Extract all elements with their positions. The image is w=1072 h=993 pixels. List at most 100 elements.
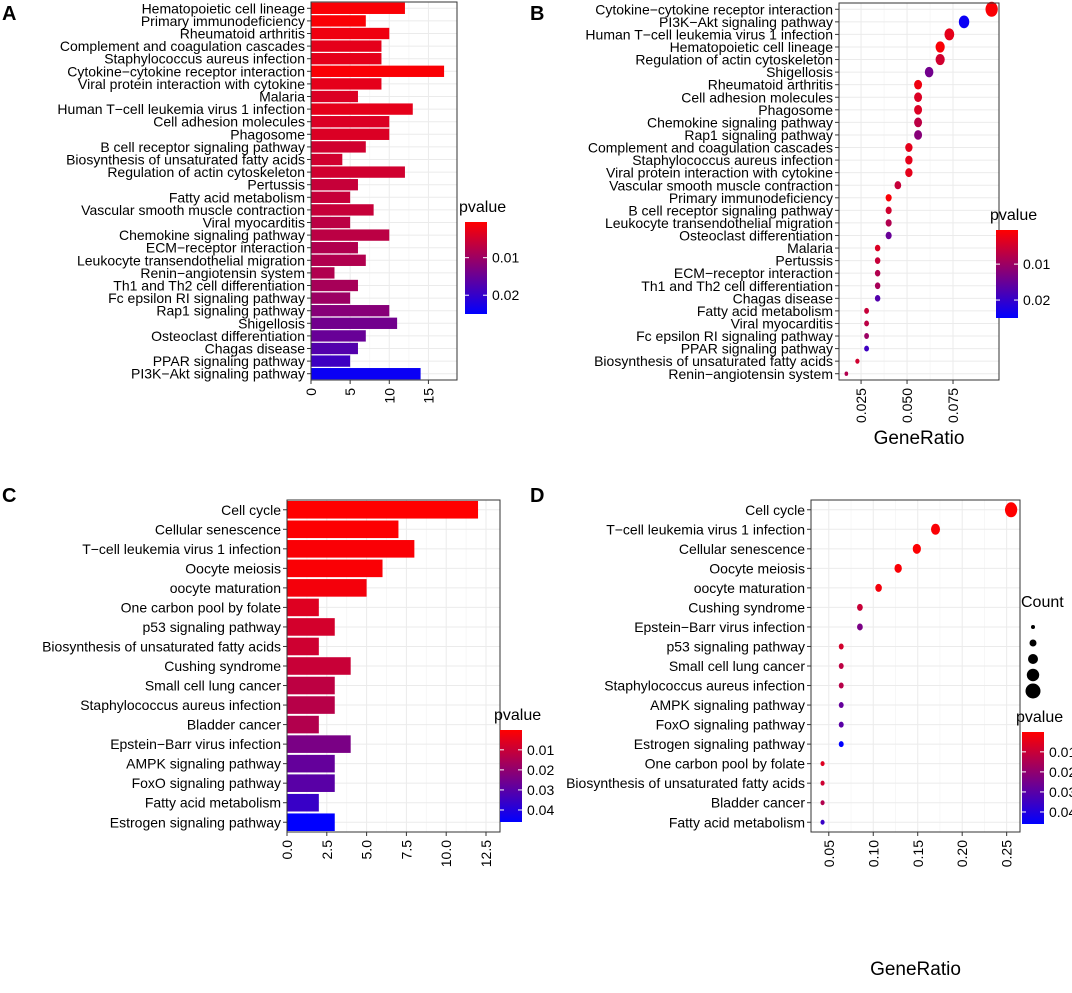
x-tick-label: 0.25 [999,840,1015,867]
bar [287,735,351,753]
data-point [874,257,881,264]
data-point [914,79,923,90]
category-label: Cell adhesion molecules [153,114,305,130]
plot-panel-border [838,2,1000,381]
category-label: One carbon pool by folate [645,756,806,772]
data-point [864,333,870,339]
pvalue-colorbar [500,730,522,822]
bar [287,657,351,675]
bar [287,813,335,832]
category-label: ECM−receptor interaction [674,265,833,281]
pvalue-colorbar [465,222,487,314]
bar [287,637,319,656]
x-tick-label: 0.05 [821,840,837,867]
x-tick-label: 0.10 [865,840,881,867]
data-point [958,15,970,29]
data-point [874,244,881,252]
category-label: Regulation of actin cytoskeleton [635,52,833,68]
category-label: Osteoclast differentiation [151,328,305,344]
bar [311,78,382,90]
category-label: T−cell leukemia virus 1 infection [606,521,805,537]
category-label: B cell receptor signaling pathway [628,202,833,218]
category-label: Malaria [787,240,833,256]
data-point [885,231,892,240]
panel-c-bar-chart: Cell cycle Cellular senescence T−cell leuk… [42,499,554,867]
category-label: Human T−cell leukemia virus 1 infection [57,101,305,117]
category-label: Small cell lung cancer [669,658,806,674]
x-tick-label: 5 [342,388,358,396]
x-tick-label: 7.5 [398,840,414,860]
category-label: PPAR signaling pathway [681,341,833,357]
category-label: ECM−receptor interaction [146,240,305,256]
category-label: Chemokine signaling pathway [647,114,833,130]
bar [287,715,319,734]
category-label: Epstein−Barr virus infection [110,736,281,752]
category-label: Rap1 signaling pathway [156,303,305,319]
bar [287,579,367,597]
category-label: Cell cycle [745,502,805,518]
category-label: Phagosome [758,102,833,118]
category-label: Malaria [259,89,305,105]
category-label: Bladder cancer [711,795,806,811]
category-label: Chemokine signaling pathway [119,227,305,243]
bar [311,342,358,355]
data-point [838,663,844,669]
colorbar-tick-label: 0.02 [1049,764,1072,780]
category-label: B cell receptor signaling pathway [100,139,305,155]
data-point [820,761,825,767]
category-label: Fatty acid metabolism [697,303,833,319]
category-label: Fatty acid metabolism [169,189,305,205]
category-label: Hematopoietic cell lineage [670,39,834,55]
bar [311,15,366,27]
bar [311,90,358,103]
category-label: Primary immunodeficiency [141,13,305,29]
bar [287,540,415,558]
category-label: Cell adhesion molecules [681,89,833,105]
bar [311,40,382,52]
data-point [924,66,934,78]
data-point [912,543,921,554]
bar [287,500,479,519]
colorbar-tick-label: 0.03 [527,782,554,798]
category-label: Shigellosis [238,315,305,331]
category-label: Small cell lung cancer [145,678,282,694]
category-label: Biosynthesis of unsaturated fatty acids [594,353,833,369]
data-point [935,41,945,53]
category-label: Cushing syndrome [688,599,805,615]
data-point [885,206,892,215]
category-label: Pertussis [775,253,833,269]
x-tick-label: 0.075 [945,388,961,423]
bar [311,216,351,229]
x-axis-title: GeneRatio [870,959,961,980]
colorbar-tick-label: 0.04 [527,802,554,818]
colorbar-tick-label: 0.02 [492,287,519,303]
data-point [875,583,882,592]
plot-panel-border [286,499,501,833]
colorbar-tick-label: 0.01 [1049,744,1072,760]
x-tick-label: 5.0 [359,840,375,860]
category-label: Rap1 signaling pathway [684,127,833,143]
category-label: T−cell leukemia virus 1 infection [82,541,281,557]
pvalue-colorbar [1022,732,1044,824]
bar [311,2,405,14]
data-point [905,168,913,178]
category-label: Phagosome [230,126,305,142]
x-tick-label: 0 [303,388,319,396]
bar [311,305,390,317]
size-legend-dot [1026,668,1040,682]
category-label: AMPK signaling pathway [650,697,805,713]
data-point [914,117,923,128]
colorbar-tick-label: 0.02 [527,762,554,778]
bar [311,242,358,254]
bar [311,166,405,178]
bar [287,754,335,773]
bar [287,676,335,695]
data-point [914,92,923,103]
category-label: Fc epsilon RI signaling pathway [636,328,833,344]
x-axis-title: GeneRatio [874,428,965,449]
x-tick-label: 0.050 [899,388,915,423]
panel-label-d: D [530,485,544,507]
category-label: PPAR signaling pathway [153,353,305,369]
category-label: p53 signaling pathway [666,639,805,655]
